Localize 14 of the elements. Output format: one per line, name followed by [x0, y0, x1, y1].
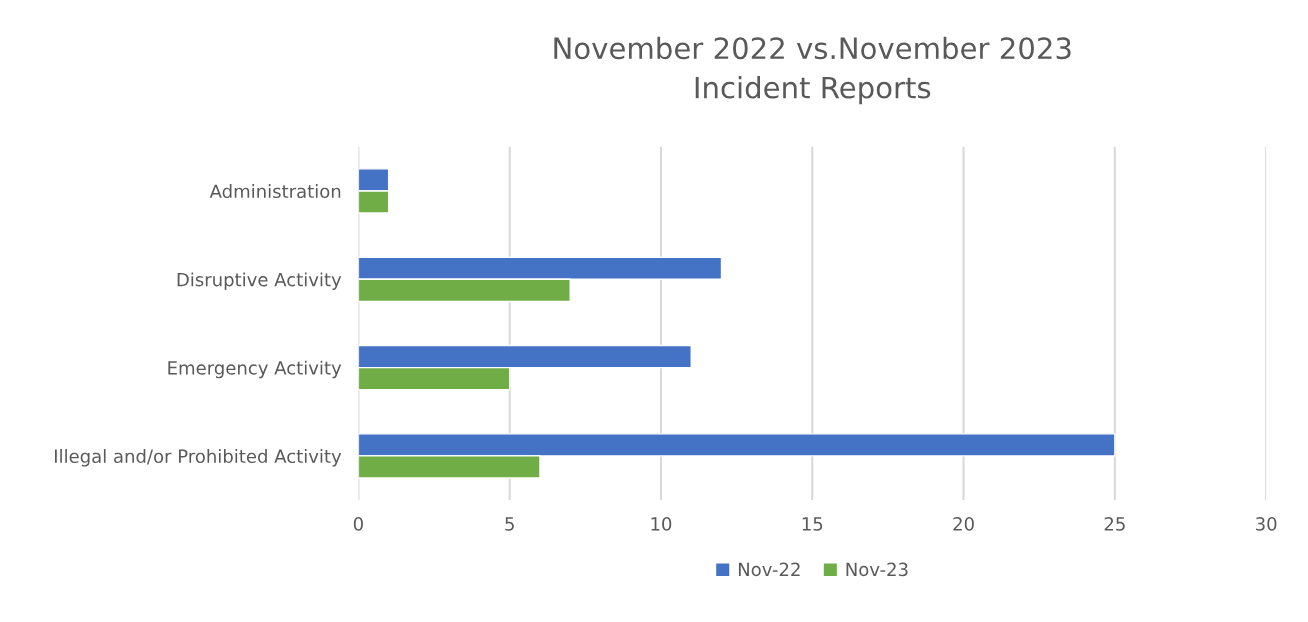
x-tick-label: 30 — [1256, 517, 1277, 531]
x-tick-label: 5 — [505, 517, 514, 531]
x-tick-label: 0 — [353, 517, 363, 531]
x-tick-label: 25 — [1104, 517, 1125, 531]
x-tick-label: 20 — [953, 517, 974, 531]
y-tick-label: Emergency Activity — [168, 360, 342, 379]
legend-label: Nov-22 — [738, 562, 800, 577]
y-tick-label: Disruptive Activity — [177, 272, 342, 290]
y-tick-label: Administration — [209, 184, 341, 199]
x-tick-label: 10 — [651, 517, 672, 531]
chart-title: November 2022 vs.November 2023 Incident Reports — [554, 36, 1071, 105]
legend-label: Nov-23 — [846, 562, 908, 577]
y-tick-label: Illegal and/or Prohibited Activity — [55, 449, 342, 467]
x-tick-label: 15 — [802, 517, 823, 531]
